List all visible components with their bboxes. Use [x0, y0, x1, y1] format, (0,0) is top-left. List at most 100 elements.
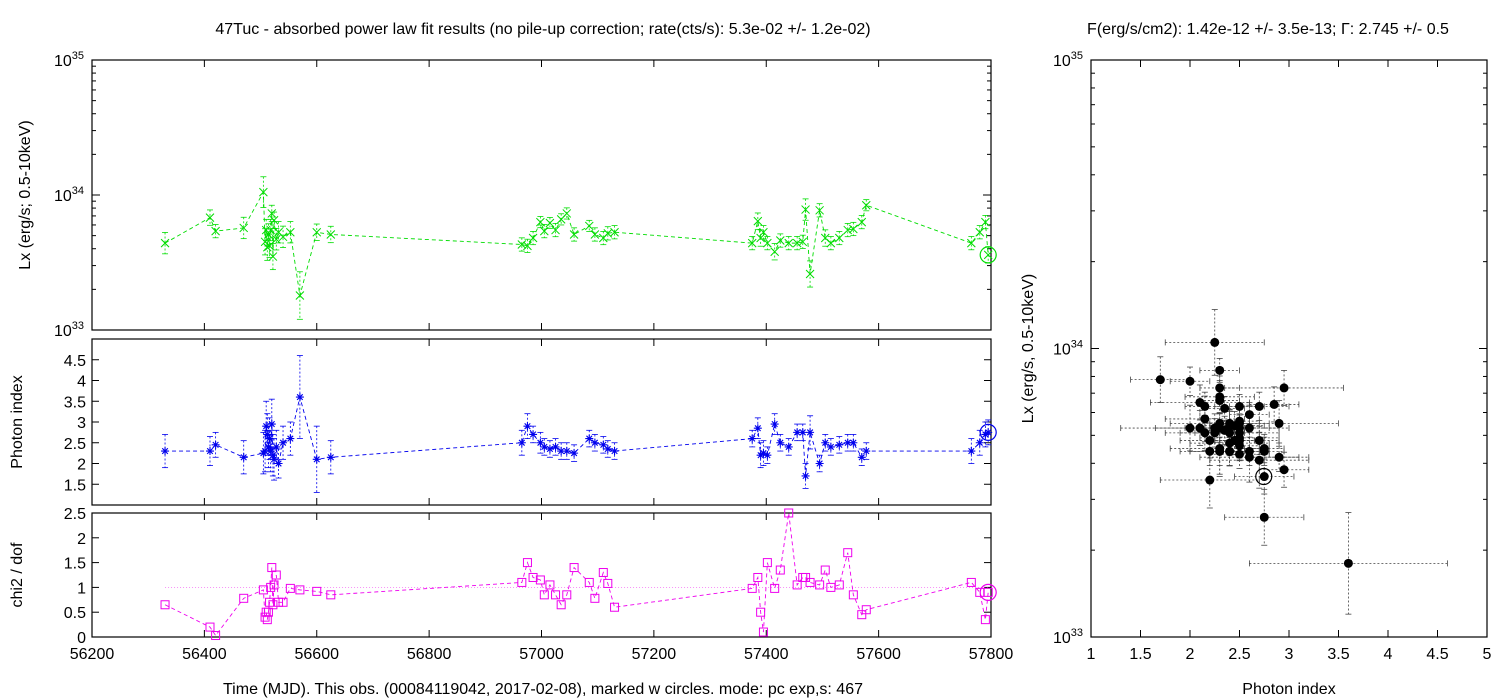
- x-tick-label: 57200: [632, 646, 677, 663]
- x-tick-label: 56400: [182, 646, 227, 663]
- data-point: [160, 238, 170, 248]
- data-point: [1279, 465, 1289, 475]
- y-tick-label: 3.5: [64, 394, 86, 411]
- data-point: [1225, 418, 1235, 428]
- data-point: [312, 227, 322, 237]
- data-point: [759, 449, 768, 458]
- data-point: [843, 225, 853, 235]
- x-axis-label: Photon index: [1242, 681, 1335, 698]
- data-point: [269, 215, 279, 225]
- data-point: [267, 209, 277, 218]
- data-point: [820, 565, 830, 575]
- data-point: [528, 233, 538, 243]
- data-point: [274, 227, 283, 237]
- data-point: [759, 227, 768, 237]
- photon-index-time-panel: 1.5 2 2.5 3 3.5 4 4.5 Photon index: [9, 338, 997, 506]
- right-title: F(erg/s/cm2): 1.42e-12 +/- 3.5e-13; Γ: 2…: [1087, 21, 1449, 38]
- data-point: [584, 577, 594, 587]
- data-point: [258, 585, 268, 595]
- data-point: [801, 205, 810, 214]
- x-tick-label: 2.5: [1228, 646, 1250, 663]
- data-point: [610, 227, 619, 237]
- data-point: [266, 225, 276, 235]
- data-point: [536, 217, 545, 227]
- data-point: [517, 438, 526, 447]
- y-tick-label: 1: [77, 580, 86, 597]
- data-point: [857, 217, 867, 227]
- x-tick-label: 3: [1285, 646, 1294, 663]
- data-point: [211, 440, 220, 449]
- data-point: [966, 577, 976, 587]
- data-point: [260, 237, 270, 247]
- data-point: [758, 627, 768, 637]
- data-point: [545, 218, 555, 228]
- data-point: [1274, 418, 1284, 428]
- data-point: [784, 442, 793, 451]
- data-point: [1205, 475, 1215, 485]
- data-point: [1200, 428, 1210, 438]
- data-point: [753, 424, 762, 433]
- data-point: [285, 227, 295, 237]
- data-point: [264, 230, 273, 239]
- data-point: [980, 615, 990, 625]
- data-point: [545, 444, 554, 453]
- data-point: [1244, 410, 1254, 420]
- data-point: [967, 447, 976, 456]
- data-point: [278, 232, 288, 242]
- y-tick-label: 0.5: [64, 605, 86, 622]
- data-point: [770, 420, 779, 429]
- data-point: [805, 269, 815, 279]
- data-point: [1235, 449, 1244, 459]
- data-point: [1205, 435, 1215, 445]
- data-point: [539, 226, 549, 236]
- data-point: [540, 442, 549, 451]
- data-point: [269, 580, 279, 590]
- data-point: [983, 587, 993, 597]
- current-observation-marker: [979, 423, 997, 441]
- data-point: [1185, 376, 1195, 386]
- data-point: [569, 563, 579, 573]
- x-tick-label: 56800: [407, 646, 452, 663]
- data-point: [1254, 435, 1264, 445]
- data-point: [1185, 423, 1195, 433]
- data-point: [1254, 401, 1264, 411]
- data-point: [528, 572, 538, 582]
- data-point: [1343, 558, 1353, 568]
- data-point: [205, 622, 215, 632]
- data-point: [1210, 337, 1220, 347]
- data-point: [984, 428, 993, 437]
- y-tick-label: 1.5: [64, 556, 86, 573]
- data-point: [763, 238, 772, 248]
- left-title: 47Tuc - absorbed power law fit results (…: [215, 21, 870, 38]
- data-point: [326, 590, 336, 600]
- data-point: [570, 449, 579, 458]
- data-point: [239, 593, 249, 603]
- data-point: [1155, 375, 1165, 385]
- data-point: [522, 558, 532, 568]
- series-line: [164, 512, 989, 637]
- data-point: [775, 236, 785, 245]
- data-point: [261, 225, 271, 235]
- data-point: [747, 238, 757, 248]
- current-observation-marker: [979, 583, 997, 601]
- data-point: [267, 420, 276, 429]
- data-point: [239, 223, 249, 233]
- data-point: [834, 580, 844, 590]
- data-point: [584, 221, 594, 231]
- data-point: [268, 600, 278, 610]
- data-point: [784, 508, 794, 518]
- data-point: [262, 615, 272, 625]
- data-point: [523, 422, 532, 431]
- data-point: [975, 438, 984, 447]
- x-tick-label: 2: [1186, 646, 1195, 663]
- data-point: [264, 442, 273, 451]
- data-point: [1215, 396, 1225, 406]
- data-point: [981, 217, 990, 227]
- data-point: [1244, 423, 1254, 433]
- data-point: [857, 453, 866, 462]
- data-point: [770, 583, 780, 593]
- y-tick-label: 2: [77, 457, 86, 474]
- x-tick-label: 3.5: [1327, 646, 1349, 663]
